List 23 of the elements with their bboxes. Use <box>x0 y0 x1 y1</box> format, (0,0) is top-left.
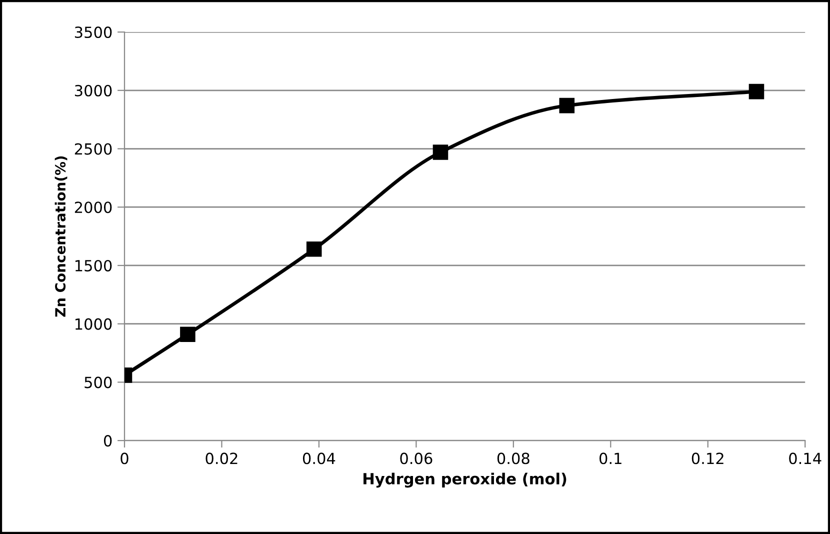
x-tick-label: 0.14 <box>789 452 822 464</box>
y-tick-label: 500 <box>84 376 112 388</box>
x-tick-label: 0.04 <box>302 452 336 464</box>
x-tick-label: 0.1 <box>600 452 622 464</box>
x-axis-title: Hydrgen peroxide (mol) <box>364 472 566 488</box>
y-tick-label: 0 <box>104 435 112 447</box>
y-tick-label: 1000 <box>75 318 112 330</box>
y-tick-label: 3500 <box>74 26 112 38</box>
y-tick-label: 2500 <box>74 143 112 155</box>
x-tick-label: 0.06 <box>400 452 432 464</box>
point <box>432 144 448 160</box>
y-tick-label: 3000 <box>74 84 112 96</box>
x-tick-label: 0.12 <box>692 452 724 464</box>
x-tick-label: 0 <box>120 452 128 464</box>
x-tick-label: 0.02 <box>206 452 238 464</box>
point <box>306 241 322 257</box>
y-tick-label: 1500 <box>75 260 112 272</box>
y-tick-label: 2000 <box>74 202 112 214</box>
point <box>559 98 575 114</box>
point <box>180 326 196 342</box>
x-tick-label: 0.08 <box>497 452 530 464</box>
y-axis-title: Zn Concentration(%) <box>54 156 68 317</box>
point <box>748 84 764 100</box>
